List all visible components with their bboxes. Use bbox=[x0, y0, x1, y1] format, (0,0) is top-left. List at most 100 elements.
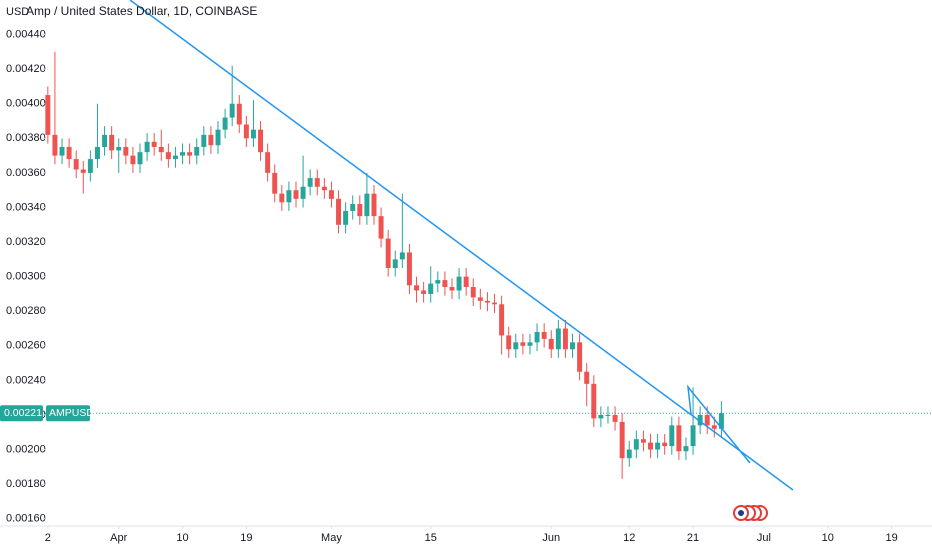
candle-body bbox=[548, 338, 554, 350]
candle-body bbox=[683, 446, 689, 452]
candle-body bbox=[314, 178, 320, 187]
candle-body bbox=[194, 146, 200, 156]
x-tick-label: 12 bbox=[623, 532, 635, 544]
candle-body bbox=[711, 425, 717, 429]
candle-body bbox=[343, 210, 349, 225]
candle-body bbox=[463, 276, 469, 288]
y-tick-label: 0.00340 bbox=[6, 201, 46, 213]
plot-area bbox=[45, 51, 932, 479]
y-tick-label: 0.00400 bbox=[6, 98, 46, 110]
y-tick-label: 0.00440 bbox=[6, 28, 46, 40]
candle-body bbox=[598, 414, 604, 419]
candle-body bbox=[357, 204, 363, 217]
candle-body bbox=[130, 155, 136, 165]
candle-body bbox=[307, 178, 313, 187]
symbol-label-bg bbox=[46, 405, 90, 422]
candle-body bbox=[648, 442, 653, 450]
candle-body bbox=[272, 172, 278, 194]
candle-body bbox=[187, 152, 193, 156]
candle-body bbox=[144, 141, 150, 153]
candle-body bbox=[328, 190, 334, 199]
x-tick-label: 2 bbox=[45, 532, 51, 544]
candle-body bbox=[109, 134, 115, 151]
candle-body bbox=[442, 280, 448, 288]
candle-body bbox=[562, 328, 568, 350]
candle-body bbox=[364, 193, 370, 217]
y-tick-label: 0.00240 bbox=[6, 374, 46, 386]
candle-body bbox=[102, 134, 108, 147]
candle-body bbox=[45, 95, 51, 135]
candle-body bbox=[456, 276, 462, 291]
candle-body bbox=[499, 304, 505, 336]
candle-body bbox=[577, 342, 583, 372]
candle-body bbox=[520, 342, 526, 346]
y-tick-label: 0.00420 bbox=[6, 63, 46, 75]
x-tick-label: Jun bbox=[542, 532, 560, 544]
candle-body bbox=[87, 159, 93, 173]
candle-body bbox=[180, 152, 186, 156]
candle-body bbox=[555, 328, 561, 350]
x-tick-label: Jul bbox=[757, 532, 771, 544]
currency-label: USD bbox=[6, 6, 29, 18]
x-tick-label: May bbox=[321, 532, 342, 544]
candle-body bbox=[392, 259, 398, 268]
candle-body bbox=[676, 425, 682, 452]
candle-body bbox=[300, 186, 306, 199]
candle-body bbox=[669, 425, 675, 447]
candle-body bbox=[492, 302, 498, 305]
candle-body bbox=[655, 442, 661, 450]
candle-body bbox=[286, 190, 292, 203]
candle-body bbox=[534, 331, 540, 343]
candle-body bbox=[662, 442, 668, 447]
y-tick-label: 0.00280 bbox=[6, 305, 46, 317]
candle-body bbox=[704, 414, 710, 426]
candle-body bbox=[321, 186, 327, 191]
x-tick-label: 19 bbox=[240, 532, 252, 544]
y-tick-label: 0.00260 bbox=[6, 340, 46, 352]
candle-body bbox=[421, 290, 427, 294]
candle-body bbox=[73, 159, 79, 170]
candle-body bbox=[258, 129, 264, 153]
candle-body bbox=[151, 141, 157, 147]
x-tick-label: 10 bbox=[176, 532, 188, 544]
x-tick-label: 10 bbox=[822, 532, 834, 544]
candle-body bbox=[208, 134, 214, 146]
candle-body bbox=[399, 252, 405, 260]
candle-body bbox=[570, 342, 576, 350]
candle-body bbox=[215, 129, 221, 146]
candle-body bbox=[527, 342, 533, 346]
event-icon bbox=[738, 510, 744, 516]
candle-body bbox=[584, 371, 590, 384]
candle-body bbox=[619, 421, 625, 459]
candle-body bbox=[293, 190, 299, 199]
candle-body bbox=[336, 198, 342, 225]
candle-body bbox=[718, 413, 724, 429]
trend-line bbox=[129, 0, 794, 491]
candle-body bbox=[371, 193, 377, 217]
candle-body bbox=[626, 449, 632, 459]
candle-body bbox=[243, 124, 249, 139]
x-axis-strip bbox=[0, 526, 932, 550]
candle-body bbox=[690, 425, 696, 447]
x-tick-label: 15 bbox=[425, 532, 437, 544]
candle-body bbox=[116, 146, 122, 151]
candle-body bbox=[378, 216, 384, 239]
candle-body bbox=[229, 103, 235, 118]
candle-body bbox=[165, 152, 171, 160]
candle-body bbox=[484, 300, 490, 303]
candle-body bbox=[172, 155, 178, 160]
candle-body bbox=[52, 134, 58, 156]
price-label: 0.00221 bbox=[4, 407, 42, 419]
candle-body bbox=[201, 134, 207, 147]
axes: 0.001600.001800.002000.002200.002400.002… bbox=[0, 28, 898, 544]
candle-body bbox=[506, 335, 512, 350]
candle-body bbox=[66, 146, 72, 160]
x-tick-label: Apr bbox=[110, 532, 127, 544]
x-tick-label: 21 bbox=[687, 532, 699, 544]
candle-body bbox=[640, 439, 646, 443]
chart-title: Amp / United States Dollar, 1D, COINBASE bbox=[26, 4, 257, 18]
candle-body bbox=[222, 117, 228, 130]
candle-body bbox=[250, 129, 256, 139]
